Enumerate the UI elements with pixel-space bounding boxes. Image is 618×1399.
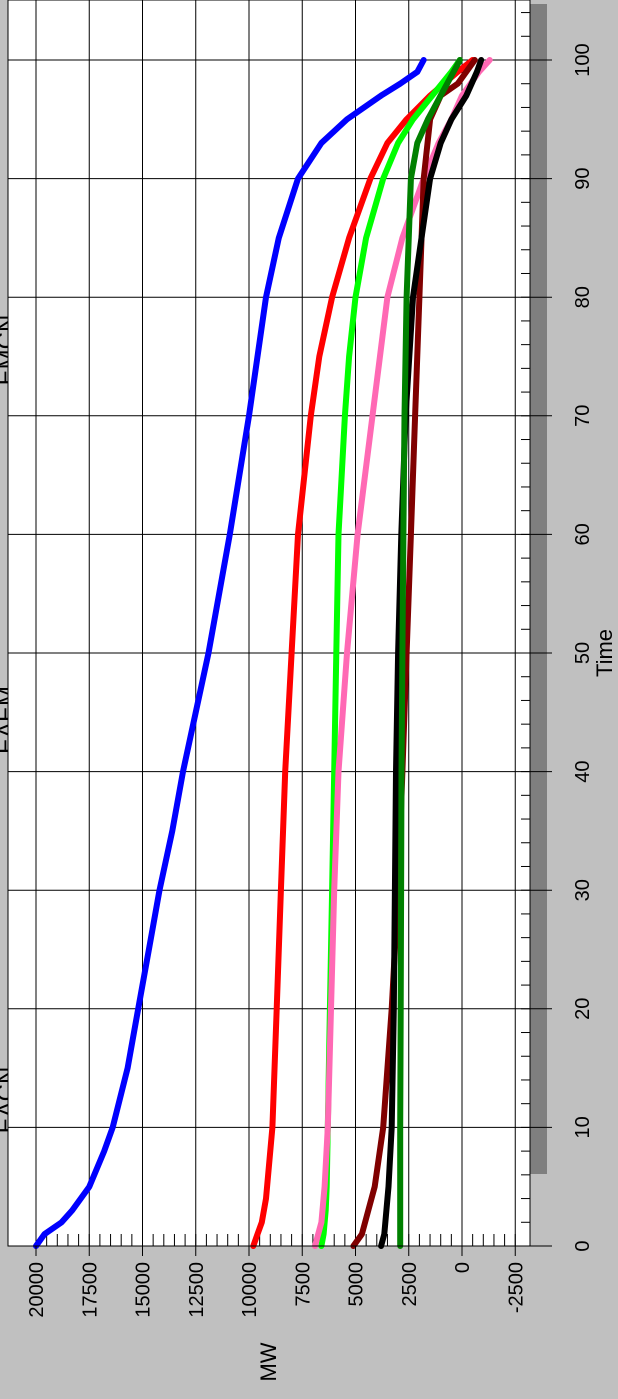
y-tick-label: 20000 (26, 1262, 48, 1318)
y-axis-label: MW (256, 1342, 281, 1381)
x-tick-label: 50 (572, 642, 594, 664)
series-line-7 (397, 57, 463, 1249)
x-tick-label: 80 (572, 286, 594, 308)
x-axis-label: Time (592, 629, 617, 677)
x-tick-label: 10 (572, 1116, 594, 1138)
y-tick-label: 0 (452, 1262, 474, 1273)
y-axis-ticks: 20000 17500 15000 12500 10000 7500 5000 2500 0 -2… (26, 1246, 527, 1318)
y-tick-label: 17500 (79, 1262, 101, 1318)
x-tick-label: 0 (572, 1240, 594, 1251)
x-tick-label: 40 (572, 760, 594, 782)
series-layer (33, 57, 493, 1249)
x-tick-label: 100 (572, 43, 594, 76)
x-tick-label: 70 (572, 405, 594, 427)
x-tick-label: 20 (572, 998, 594, 1020)
x-tick-label: 90 (572, 167, 594, 189)
y-tick-label: -2500 (505, 1262, 527, 1313)
y-tick-label: 12500 (186, 1262, 208, 1318)
series-line-2 (250, 57, 476, 1249)
y-tick-label: 2500 (399, 1262, 421, 1307)
plot-shadow (530, 4, 547, 1174)
y-tick-label: 5000 (346, 1262, 368, 1307)
y-tick-label: 7500 (292, 1262, 314, 1307)
y-tick-label: 10000 (239, 1262, 261, 1318)
plot-area (8, 0, 530, 1246)
x-tick-label: 60 (572, 523, 594, 545)
x-tick-label: 30 (572, 879, 594, 901)
series-line-1 (33, 57, 427, 1249)
x-axis-ticks: 0 10 20 30 40 50 60 70 80 90 100 (530, 43, 594, 1252)
plot-frame (7, 0, 531, 1247)
y-tick-label: 15000 (133, 1262, 155, 1318)
